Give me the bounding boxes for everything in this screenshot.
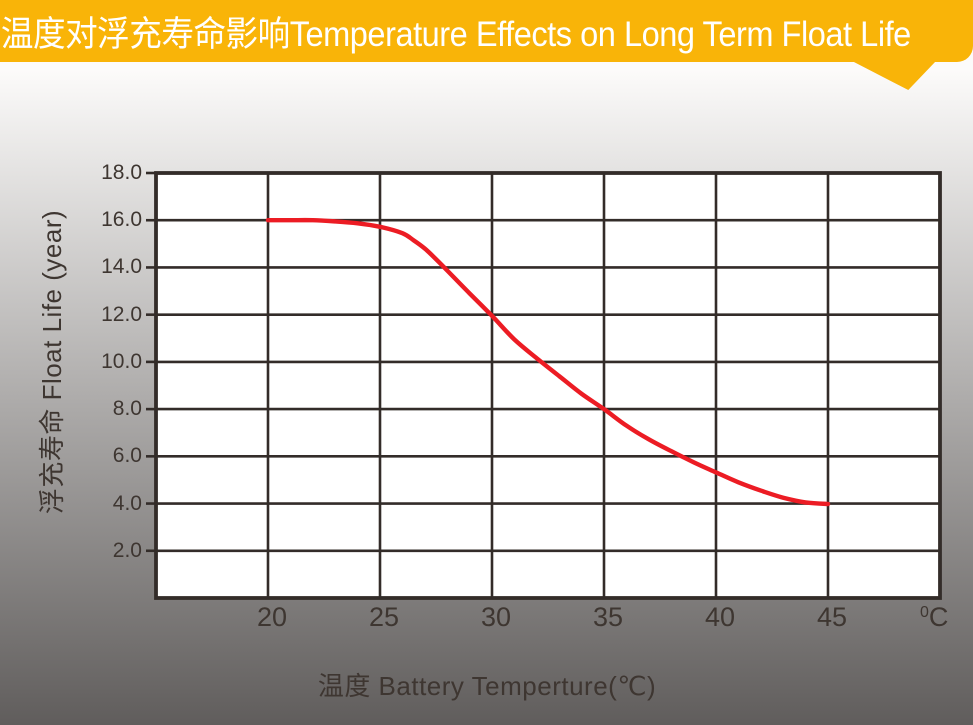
y-tick-label: 14.0	[101, 255, 142, 279]
y-tick-label: 18.0	[101, 161, 142, 184]
y-tick-label: 10.0	[101, 349, 142, 373]
x-tick-label: 30	[480, 602, 512, 632]
float-life-curve	[265, 217, 831, 507]
x-tick-label: 45	[816, 602, 848, 632]
y-tick-label: 12.0	[101, 302, 142, 326]
y-tick-label: 8.0	[112, 397, 142, 421]
x-tick-label: 20	[256, 602, 288, 632]
y-tick-label: 2.0	[112, 538, 142, 562]
plot-background	[156, 173, 940, 598]
x-axis-unit-label: 0C	[920, 598, 948, 632]
unit-superscript-zero: 0	[920, 604, 929, 621]
x-tick-label: 25	[368, 602, 400, 632]
x-tick-label: 35	[592, 602, 624, 632]
y-tick-label: 16.0	[101, 208, 142, 232]
unit-celsius-letter: C	[928, 602, 949, 632]
x-tick-label: 40	[704, 602, 736, 632]
plot-border	[154, 171, 942, 600]
y-tick-label: 6.0	[112, 444, 142, 468]
page-title: 温度对浮充寿命影响Temperature Effects on Long Ter…	[0, 14, 911, 54]
y-tick-label: 4.0	[112, 491, 142, 515]
title-banner: 温度对浮充寿命影响Temperature Effects on Long Ter…	[0, 0, 973, 62]
x-axis-title: 温度 Battery Temperture(℃)	[317, 671, 657, 701]
